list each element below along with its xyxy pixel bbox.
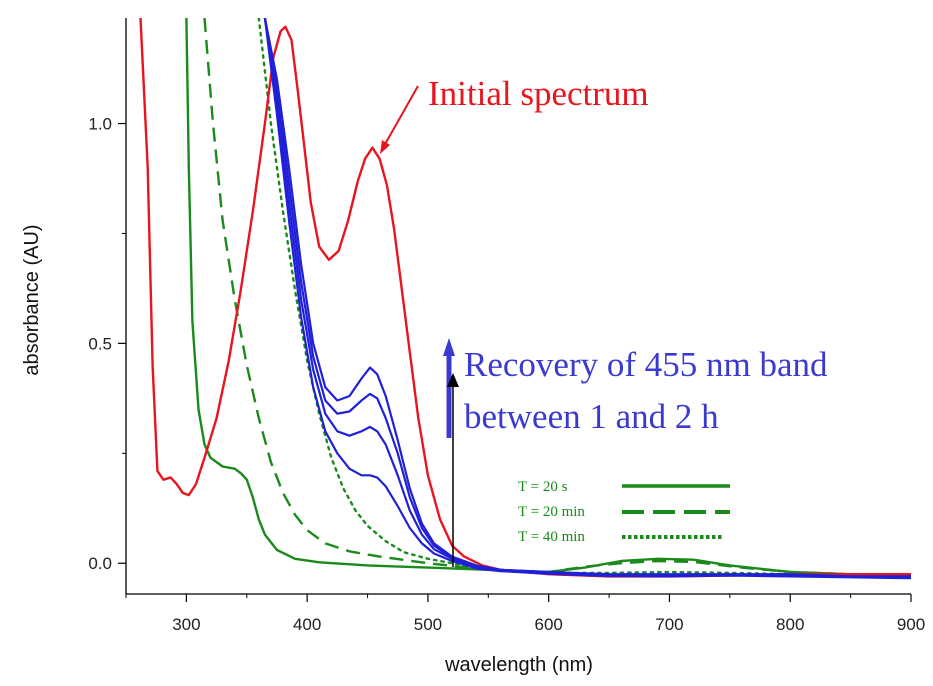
recovery-label-line2: between 1 and 2 h	[464, 397, 719, 436]
x-ticks: 300 400 500 600 700 800 900	[126, 594, 925, 634]
y-axis-title: absorbance (AU)	[21, 224, 43, 375]
initial-spectrum-label: Initial spectrum	[428, 74, 649, 113]
recovery-label-line1: Recovery of 455 nm band	[464, 345, 828, 384]
x-axis-title: wavelength (nm)	[444, 654, 593, 676]
recovery-arrowhead	[443, 338, 455, 356]
x-tick-label-800: 800	[776, 615, 804, 634]
x-tick-label-600: 600	[535, 615, 563, 634]
y-tick-label-1: 1.0	[88, 115, 112, 134]
legend-label-20min: T = 20 min	[518, 504, 585, 520]
x-tick-label-300: 300	[172, 615, 200, 634]
initial-spectrum-pointer	[384, 86, 418, 146]
y-tick-label-0.5: 0.5	[88, 334, 112, 353]
x-tick-label-700: 700	[655, 615, 683, 634]
x-tick-label-900: 900	[897, 615, 925, 634]
legend-label-20s: T = 20 s	[518, 479, 568, 495]
initial-spectrum-arrowhead	[380, 140, 390, 154]
legend: T = 20 s T = 20 min T = 40 min	[518, 479, 730, 545]
legend-label-40min: T = 40 min	[518, 529, 585, 545]
x-tick-label-400: 400	[293, 615, 321, 634]
y-ticks: 0.0 0.5 1.0	[88, 115, 126, 574]
y-tick-label-0: 0.0	[88, 554, 112, 573]
x-tick-label-500: 500	[414, 615, 442, 634]
